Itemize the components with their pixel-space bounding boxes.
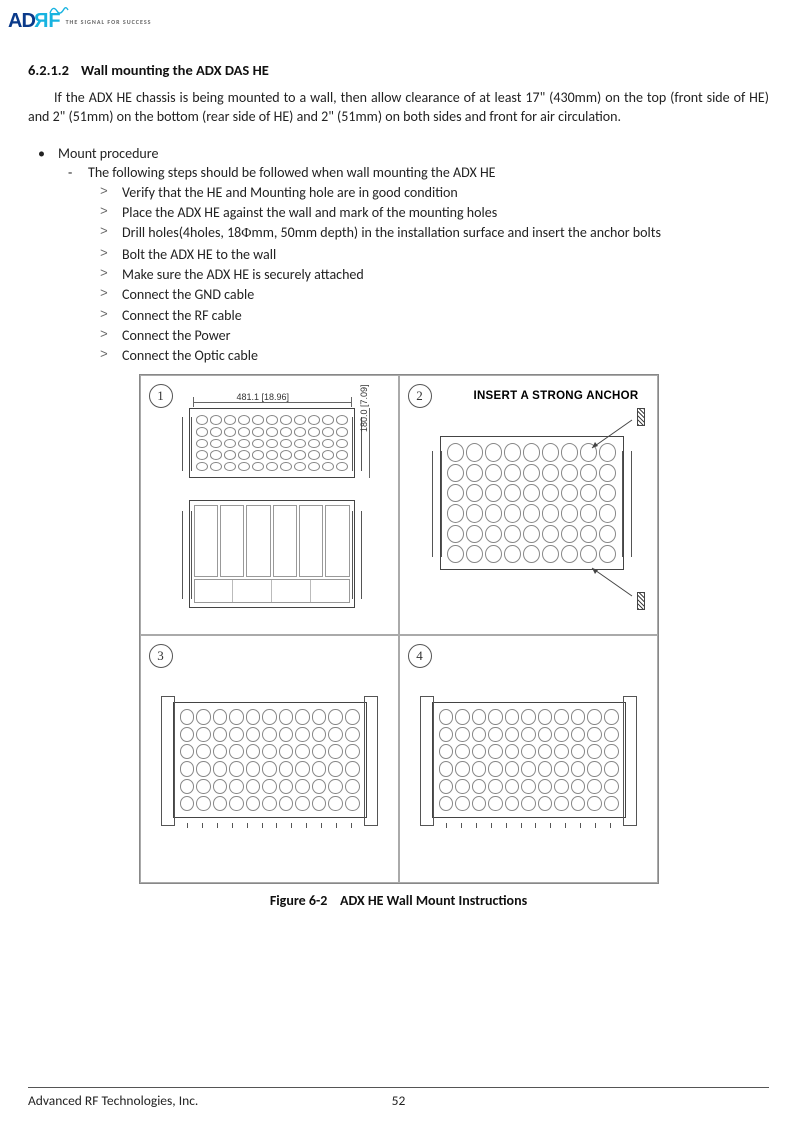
- arrow-icon: [588, 414, 644, 454]
- logo-letter: A: [8, 10, 21, 32]
- step-item: Verify that the HE and Mounting hole are…: [88, 183, 769, 203]
- step-item: Place the ADX HE against the wall and ma…: [88, 203, 769, 223]
- footer-company: Advanced RF Technologies, Inc.: [28, 1092, 198, 1109]
- step-item: Drill holes(4holes, 18Φmm, 50mm depth) i…: [88, 223, 769, 244]
- brand-logo: ADRF THE SIGNAL FOR SUCCESS: [8, 10, 769, 35]
- section-title: Wall mounting the ADX DAS HE: [81, 61, 269, 79]
- anchor-label: INSERT A STRONG ANCHOR: [473, 390, 638, 402]
- logo-letter: R: [35, 10, 48, 33]
- footer-page-number: 52: [392, 1092, 406, 1109]
- dim-tick: [193, 397, 194, 407]
- bracket-icon: [420, 696, 434, 826]
- dimension-height: 180.0 [7.09]: [359, 385, 369, 433]
- figure-caption: Figure 6-2 ADX HE Wall Mount Instruction…: [139, 892, 659, 909]
- wave-icon: [48, 3, 70, 17]
- step-item: Connect the Power: [88, 326, 769, 346]
- step-item: Make sure the ADX HE is securely attache…: [88, 265, 769, 285]
- step-item: Bolt the ADX HE to the wall: [88, 245, 769, 265]
- logo-tagline: THE SIGNAL FOR SUCCESS: [66, 18, 152, 26]
- panel-badge: 3: [149, 644, 173, 668]
- bracket-icon: [161, 696, 175, 826]
- dim-tick: [351, 397, 352, 407]
- figure-panel-2: 2 INSERT A STRONG ANCHOR: [399, 375, 658, 635]
- logo-letter: D: [21, 10, 34, 32]
- connector-row: [181, 823, 359, 828]
- bullet-sub-text: The following steps should be followed w…: [88, 164, 496, 181]
- section-number: 6.2.1.2: [28, 61, 69, 79]
- anchor-icon: [637, 592, 645, 610]
- bullet-sub: The following steps should be followed w…: [58, 164, 769, 367]
- bracket-icon: [623, 696, 637, 826]
- figure-panel-4: 4: [399, 635, 658, 883]
- bullet-top-text: Mount procedure: [58, 145, 158, 162]
- dim-line: [369, 408, 370, 478]
- panel-badge: 4: [408, 644, 432, 668]
- step-item: Connect the GND cable: [88, 285, 769, 305]
- arrow-icon: [588, 562, 644, 602]
- dimension-width: 481.1 [18.96]: [237, 392, 290, 402]
- section-heading: 6.2.1.2 Wall mounting the ADX DAS HE: [28, 61, 769, 79]
- caption-label: Figure 6-2: [270, 892, 328, 909]
- step-item: Connect the Optic cable: [88, 346, 769, 366]
- bracket-icon: [364, 696, 378, 826]
- figure: 1 481.1 [18.96] /*vents p1*/ 180.0 [7.09…: [139, 374, 659, 909]
- figure-panel-1: 1 481.1 [18.96] /*vents p1*/ 180.0 [7.09…: [140, 375, 399, 635]
- caption-text: ADX HE Wall Mount Instructions: [340, 892, 527, 909]
- bullet-top: Mount procedure The following steps shou…: [28, 145, 769, 367]
- panel-badge: 2: [408, 384, 432, 408]
- panel-badge: 1: [149, 384, 173, 408]
- connector-row: [440, 823, 618, 828]
- step-item: Connect the RF cable: [88, 306, 769, 326]
- dim-line: [193, 402, 351, 403]
- intro-paragraph: If the ADX HE chassis is being mounted t…: [28, 89, 769, 127]
- anchor-icon: [637, 408, 645, 426]
- figure-panel-3: 3: [140, 635, 399, 883]
- page-footer: Advanced RF Technologies, Inc. 52: [28, 1087, 769, 1109]
